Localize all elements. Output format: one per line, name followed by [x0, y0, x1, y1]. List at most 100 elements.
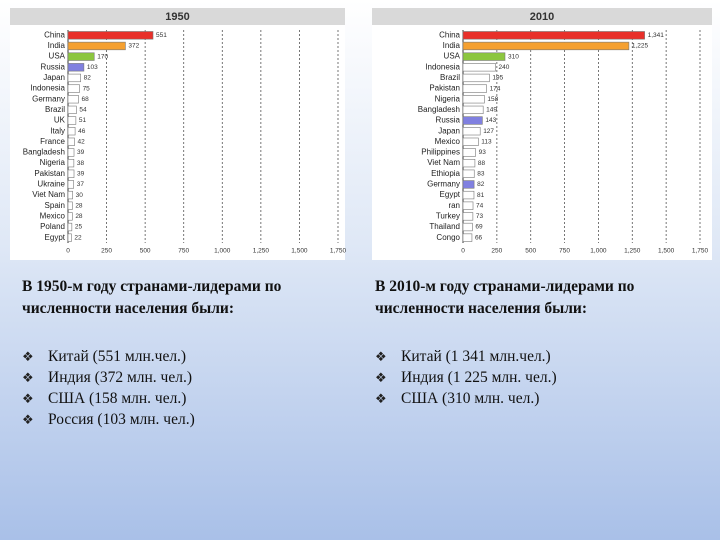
category-label: Pakistan — [34, 169, 65, 178]
value-label: 39 — [77, 170, 85, 177]
category-label: Japan — [43, 73, 65, 82]
value-label: 25 — [75, 224, 83, 231]
bullet-list: Китай (1 341 млн.чел.)Индия (1 225 млн. … — [375, 346, 705, 409]
value-label: 46 — [78, 128, 86, 135]
value-label: 372 — [128, 43, 139, 50]
x-tick-label: 1,500 — [291, 248, 308, 255]
value-label: 51 — [79, 117, 87, 124]
bar — [462, 84, 487, 93]
value-label: 195 — [492, 75, 503, 82]
bar — [67, 137, 75, 146]
category-label: Japan — [438, 126, 460, 135]
bar — [462, 233, 473, 242]
category-label: Congo — [436, 233, 460, 242]
value-label: 66 — [475, 234, 483, 241]
bar — [462, 73, 490, 83]
bullet-item: Китай (1 341 млн.чел.) — [375, 346, 705, 367]
bar — [67, 212, 73, 221]
value-label: 310 — [508, 53, 519, 60]
chart-header — [10, 8, 345, 25]
category-label: Nigeria — [435, 94, 461, 103]
bar — [67, 148, 75, 157]
text-section: В 1950-м году странами-лидерами по числе… — [22, 276, 352, 430]
value-label: 93 — [479, 149, 487, 156]
bar — [67, 190, 73, 200]
value-label: 158 — [487, 96, 498, 103]
bar — [462, 95, 485, 104]
category-label: Mexico — [435, 137, 461, 146]
category-label: Indonesia — [425, 62, 460, 71]
bar — [462, 116, 483, 125]
value-label: 22 — [74, 234, 82, 241]
chart-title: 1950 — [165, 11, 189, 23]
x-tick-label: 0 — [66, 248, 70, 255]
category-label: Ukraine — [37, 180, 65, 189]
category-label: Spain — [45, 201, 65, 210]
value-label: 1,225 — [632, 43, 649, 50]
bullet-item: Индия (1 225 млн. чел.) — [375, 367, 705, 388]
value-label: 174 — [490, 85, 501, 92]
value-label: 88 — [478, 160, 486, 167]
x-tick-label: 1,750 — [330, 248, 347, 255]
value-label: 170 — [97, 53, 108, 60]
chart-title: 2010 — [530, 11, 554, 23]
category-label: Mexico — [40, 211, 66, 220]
value-label: 54 — [79, 107, 87, 114]
value-label: 1,341 — [648, 32, 665, 39]
x-tick-label: 1,000 — [590, 248, 607, 255]
category-label: Russia — [436, 116, 461, 125]
value-label: 143 — [485, 117, 496, 124]
bullet-item: США (158 млн. чел.) — [22, 388, 352, 409]
category-label: Turkey — [436, 211, 460, 220]
value-label: 82 — [84, 75, 92, 82]
x-tick-label: 1,250 — [253, 248, 270, 255]
value-label: 74 — [476, 202, 484, 209]
value-label: 73 — [476, 213, 484, 220]
bar — [67, 73, 81, 83]
category-label: China — [44, 30, 65, 39]
x-tick-label: 750 — [559, 248, 570, 255]
category-label: Viet Nam — [32, 190, 65, 199]
category-label: Russia — [41, 62, 66, 71]
category-label: Thailand — [429, 222, 460, 231]
bar — [67, 116, 77, 125]
bar — [67, 105, 77, 115]
bar — [462, 180, 475, 189]
category-label: Brazil — [45, 105, 65, 114]
bar — [462, 169, 475, 178]
category-label: USA — [49, 52, 66, 61]
chart-header — [372, 8, 712, 25]
category-label: USA — [444, 52, 461, 61]
category-label: Viet Nam — [427, 158, 460, 167]
bar — [67, 41, 126, 51]
category-label: Bangladesh — [23, 148, 65, 157]
category-label: Italy — [50, 126, 65, 135]
category-label: Nigeria — [40, 158, 66, 167]
value-label: 103 — [87, 64, 98, 71]
bar — [67, 31, 154, 40]
value-label: 551 — [156, 32, 167, 39]
category-label: Bangladesh — [418, 105, 460, 114]
bar — [67, 222, 73, 232]
bar — [67, 63, 85, 72]
category-label: France — [40, 137, 65, 146]
category-label: Brazil — [440, 73, 460, 82]
x-tick-label: 750 — [178, 248, 189, 255]
category-label: UK — [54, 116, 66, 125]
bar — [67, 127, 76, 136]
bullet-item: Китай (551 млн.чел.) — [22, 346, 352, 367]
bar — [462, 137, 479, 146]
value-label: 28 — [75, 202, 83, 209]
bar — [462, 52, 506, 61]
category-label: India — [443, 41, 461, 50]
bar — [67, 201, 73, 210]
category-label: Germany — [427, 180, 460, 189]
bar — [462, 127, 481, 136]
bar — [462, 105, 484, 115]
value-label: 42 — [77, 139, 85, 146]
bar — [67, 169, 75, 178]
x-tick-label: 1,750 — [692, 248, 709, 255]
section-heading: В 2010-м году странами-лидерами по числе… — [375, 278, 635, 317]
bullet-item: Индия (372 млн. чел.) — [22, 367, 352, 388]
